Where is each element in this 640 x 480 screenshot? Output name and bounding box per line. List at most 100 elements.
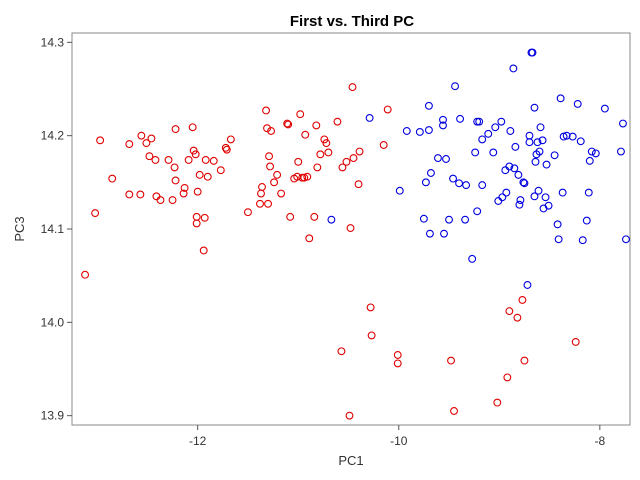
scatter-point: [265, 152, 274, 161]
scatter-point: [243, 208, 252, 217]
scatter-point: [442, 155, 450, 163]
scatter-point: [349, 154, 358, 163]
scatter-point: [171, 176, 180, 185]
scatter-point: [327, 215, 336, 224]
scatter-point: [108, 174, 117, 183]
scatter-point: [571, 337, 580, 346]
scatter-point: [125, 190, 134, 199]
scatter-point: [587, 147, 596, 156]
scatter-point: [273, 170, 282, 179]
scatter-point: [451, 82, 460, 91]
scatter-point: [600, 104, 609, 113]
scatter-point: [439, 121, 447, 130]
scatter-point: [168, 196, 177, 205]
scatter-point: [348, 83, 357, 92]
scatter-point: [497, 117, 506, 126]
y-tick-label: 14.0: [41, 315, 65, 329]
scatter-point: [523, 281, 532, 289]
scatter-point: [456, 114, 465, 123]
scatter-point: [294, 157, 303, 166]
y-tick-label: 14.3: [41, 35, 65, 49]
scatter-point: [188, 123, 197, 132]
scatter-point: [584, 188, 593, 197]
scatter-point: [222, 145, 231, 154]
scatter-point: [528, 48, 537, 57]
scatter-point: [270, 178, 279, 187]
scatter-point: [365, 113, 374, 122]
x-tick-label: -8: [595, 434, 606, 448]
scatter-point: [298, 173, 307, 182]
scatter-point: [305, 234, 314, 243]
x-tick-label: -12: [189, 434, 207, 448]
scatter-point: [256, 199, 264, 208]
scatter-point: [558, 188, 567, 197]
scatter-point: [393, 359, 402, 368]
scatter-point: [536, 123, 545, 132]
scatter-point: [277, 189, 286, 198]
scatter-point: [200, 213, 209, 222]
scatter-point: [506, 127, 515, 135]
scatter-point: [556, 94, 565, 103]
scatter-point: [525, 138, 534, 147]
scatter-point: [425, 229, 434, 238]
scatter-point: [136, 190, 145, 199]
scatter-point: [316, 150, 325, 159]
scatter-point: [514, 170, 523, 179]
scatter-point: [509, 64, 518, 73]
axis-ticks: -12 -10 -8 13.9 14.0 14.1 14.2 14.3: [41, 35, 606, 448]
scatter-point: [498, 193, 507, 202]
scatter-point: [519, 178, 528, 187]
scatter-point: [591, 149, 600, 158]
scatter-point: [345, 411, 354, 420]
scatter-point: [395, 186, 404, 195]
scatter-point: [518, 295, 527, 304]
scatter-point: [426, 169, 435, 177]
scatter-point: [542, 160, 551, 169]
scatter-point: [263, 124, 271, 133]
scatter-point: [493, 398, 502, 407]
y-tick-label: 14.2: [41, 129, 65, 143]
scatter-point: [301, 130, 310, 139]
scatter-point: [180, 183, 189, 192]
scatter-point: [137, 131, 146, 140]
scatter-point: [286, 212, 295, 221]
scatter-point: [619, 119, 627, 128]
scatter-point: [550, 151, 559, 160]
scatter-point: [491, 123, 500, 132]
scatter-point: [267, 127, 276, 135]
scatter-point: [424, 101, 433, 110]
scatter-point: [478, 181, 487, 190]
scatter-point: [310, 212, 319, 221]
scatter-point: [189, 146, 198, 155]
scatter-point: [585, 156, 594, 165]
scatter-point: [303, 172, 312, 181]
scatter-point: [439, 115, 447, 124]
scatter-point: [538, 136, 547, 145]
scatter-point: [383, 105, 392, 114]
scatter-point: [568, 132, 577, 141]
scatter-point: [147, 134, 156, 143]
data-points: [81, 48, 630, 420]
scatter-point: [445, 215, 453, 224]
scatter-point: [461, 215, 470, 224]
scatter-point: [535, 147, 544, 156]
scatter-point: [505, 162, 514, 171]
scatter-point: [312, 121, 321, 130]
scatter-point: [473, 207, 482, 216]
scatter-point: [170, 163, 179, 172]
scatter-point: [96, 136, 105, 145]
scatter-point: [501, 166, 510, 175]
scatter-point: [209, 156, 218, 165]
scatter-point: [184, 155, 193, 164]
chart-title: First vs. Third PC: [290, 13, 414, 30]
scatter-point: [449, 174, 457, 183]
scatter-point: [578, 236, 587, 245]
scatter-point: [193, 187, 202, 196]
scatter-point: [471, 148, 480, 157]
scatter-point: [510, 164, 519, 173]
scatter-point: [554, 235, 563, 244]
scatter-point: [257, 189, 265, 198]
scatter-point: [195, 170, 204, 179]
scatter-point: [520, 179, 529, 188]
scatter-point: [440, 229, 448, 238]
